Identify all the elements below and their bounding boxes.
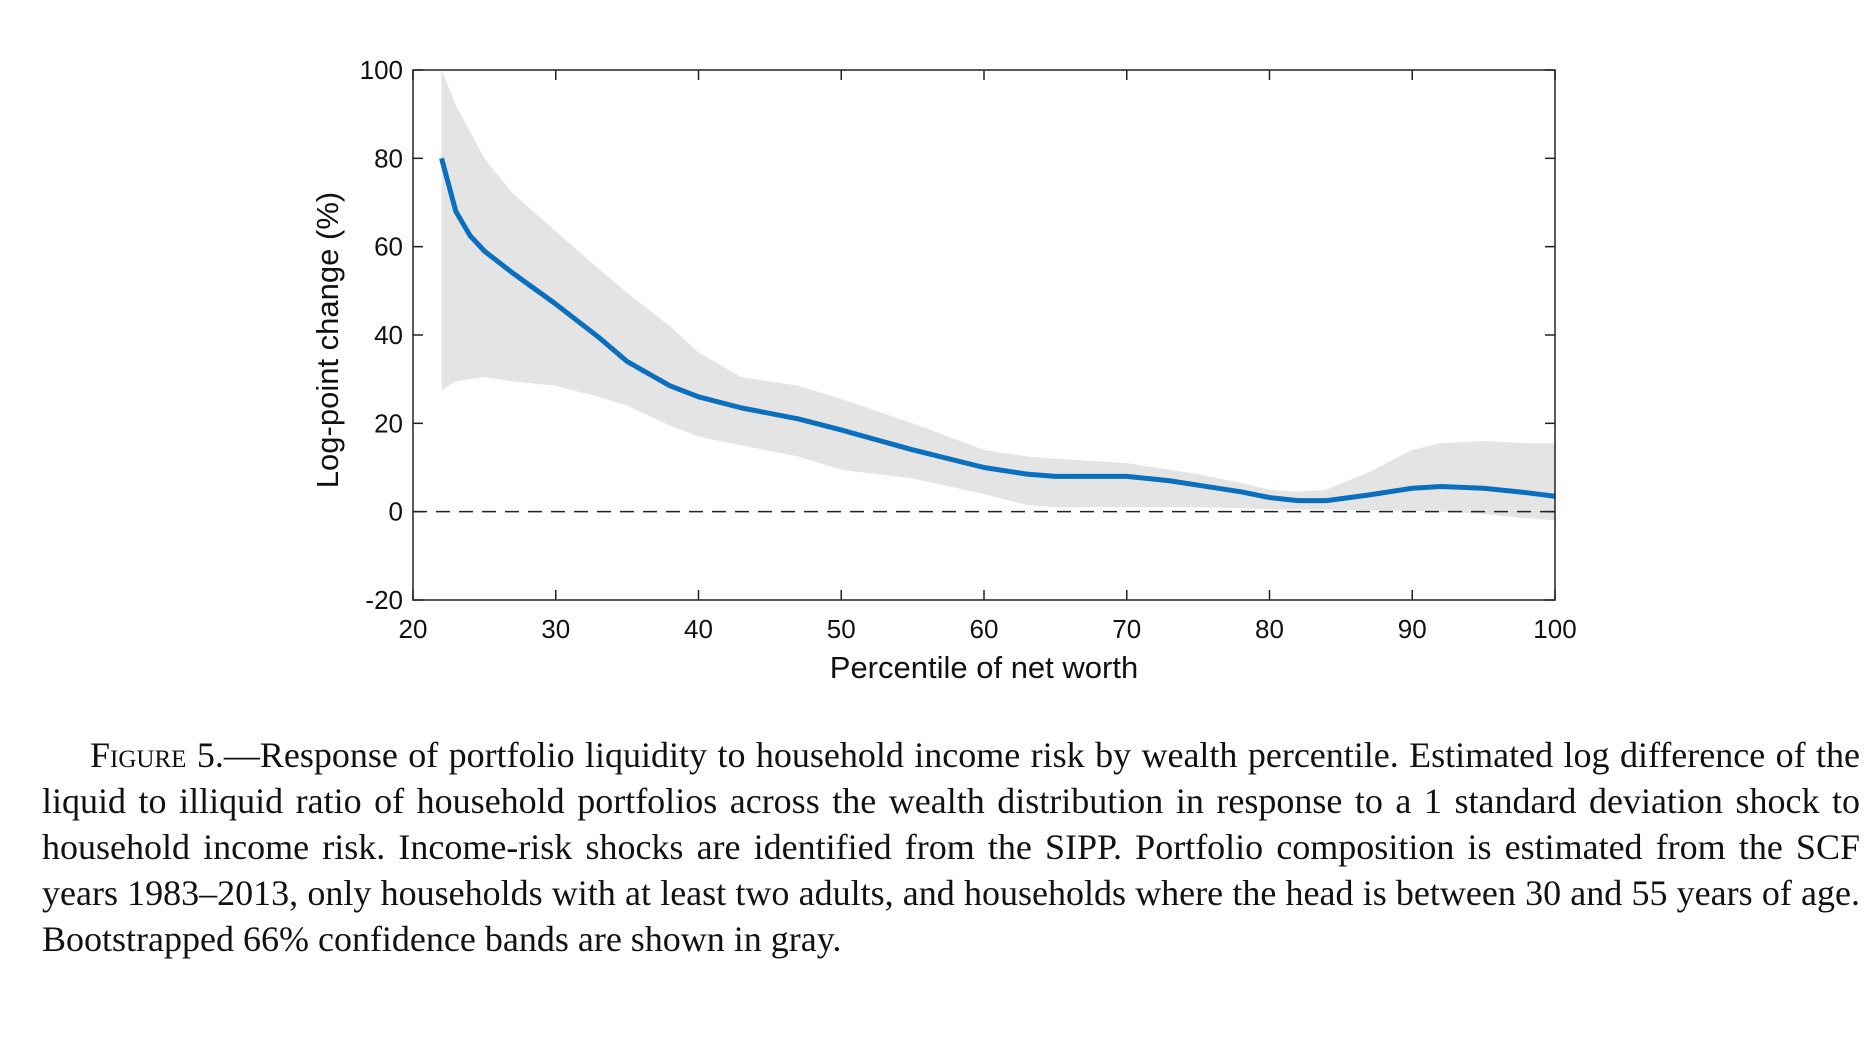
chart: Percentile of net worth Log-point change… <box>310 55 1577 685</box>
x-tick-label: 50 <box>827 614 856 644</box>
x-tick-label: 90 <box>1398 614 1427 644</box>
y-tick-label: 100 <box>360 55 403 85</box>
x-tick-label: 30 <box>541 614 570 644</box>
x-tick-label: 40 <box>684 614 713 644</box>
y-tick-label: 0 <box>389 497 403 527</box>
x-tick-label: 20 <box>399 614 428 644</box>
x-axis-label: Percentile of net worth <box>830 650 1138 685</box>
caption-label: Figure 5. <box>90 735 224 775</box>
y-tick-label: 80 <box>374 143 403 173</box>
x-tick-label: 70 <box>1112 614 1141 644</box>
caption: Figure 5.—Response of portfolio liquidit… <box>42 732 1860 962</box>
y-axis-label: Log-point change (%) <box>310 192 345 488</box>
confidence-band <box>441 70 1555 521</box>
data-line <box>439 157 1556 504</box>
y-tick-label: -20 <box>365 585 403 615</box>
caption-text: —Response of portfolio liquidity to hous… <box>42 735 1860 959</box>
x-tick-label: 80 <box>1255 614 1284 644</box>
y-tick-label: 60 <box>374 232 403 262</box>
x-tick-label: 100 <box>1533 614 1576 644</box>
y-tick-label: 20 <box>374 408 403 438</box>
y-tick-label: 40 <box>374 320 403 350</box>
x-tick-label: 60 <box>970 614 999 644</box>
